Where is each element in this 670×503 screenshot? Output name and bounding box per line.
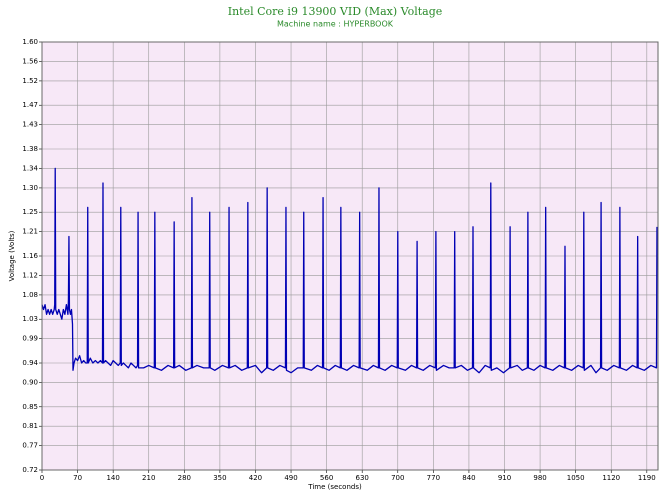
chart-title: Intel Core i9 13900 VID (Max) Voltage	[228, 5, 443, 18]
x-tick-label: 140	[106, 474, 119, 482]
y-tick-label: 1.43	[22, 121, 38, 129]
x-tick-label: 630	[356, 474, 369, 482]
x-tick-label: 1120	[602, 474, 620, 482]
x-axis-label: Time (seconds)	[307, 483, 362, 491]
x-tick-label: 280	[178, 474, 191, 482]
y-tick-label: 0.90	[22, 378, 38, 386]
x-tick-label: 70	[73, 474, 82, 482]
y-tick-label: 0.81	[22, 422, 38, 430]
x-tick-label: 350	[213, 474, 226, 482]
y-tick-label: 1.08	[22, 291, 38, 299]
x-tick-label: 210	[142, 474, 155, 482]
y-tick-label: 1.03	[22, 315, 38, 323]
y-tick-label: 1.56	[22, 57, 38, 65]
y-tick-label: 1.34	[22, 164, 38, 172]
y-tick-label: 1.12	[22, 271, 38, 279]
y-tick-label: 1.52	[22, 77, 38, 85]
y-tick-label: 0.94	[22, 359, 38, 367]
y-tick-label: 0.85	[22, 403, 38, 411]
voltage-line	[41, 167, 658, 374]
x-tick-label: 0	[40, 474, 44, 482]
y-tick-label: 0.99	[22, 335, 38, 343]
x-tick-label: 840	[462, 474, 475, 482]
x-tick-label: 490	[284, 474, 297, 482]
x-tick-label: 910	[498, 474, 511, 482]
x-tick-label: 560	[320, 474, 333, 482]
x-tick-label: 980	[533, 474, 546, 482]
y-tick-label: 1.38	[22, 145, 38, 153]
x-tick-label: 770	[427, 474, 440, 482]
y-tick-label: 1.25	[22, 208, 38, 216]
y-tick-label: 0.72	[22, 466, 38, 474]
y-tick-label: 1.47	[22, 101, 38, 109]
x-tick-label: 420	[249, 474, 262, 482]
x-tick-label: 1190	[638, 474, 656, 482]
x-tick-label: 700	[391, 474, 404, 482]
y-tick-label: 1.16	[22, 252, 38, 260]
y-tick-label: 1.60	[22, 38, 38, 46]
chart-subtitle: Machine name : HYPERBOOK	[277, 20, 394, 29]
plot-border	[41, 41, 659, 471]
x-tick-label: 1050	[567, 474, 585, 482]
y-tick-label: 1.21	[22, 228, 38, 236]
y-tick-label: 0.77	[22, 442, 38, 450]
y-tick-label: 1.30	[22, 184, 38, 192]
y-axis-label: Voltage (Volts)	[8, 230, 16, 281]
